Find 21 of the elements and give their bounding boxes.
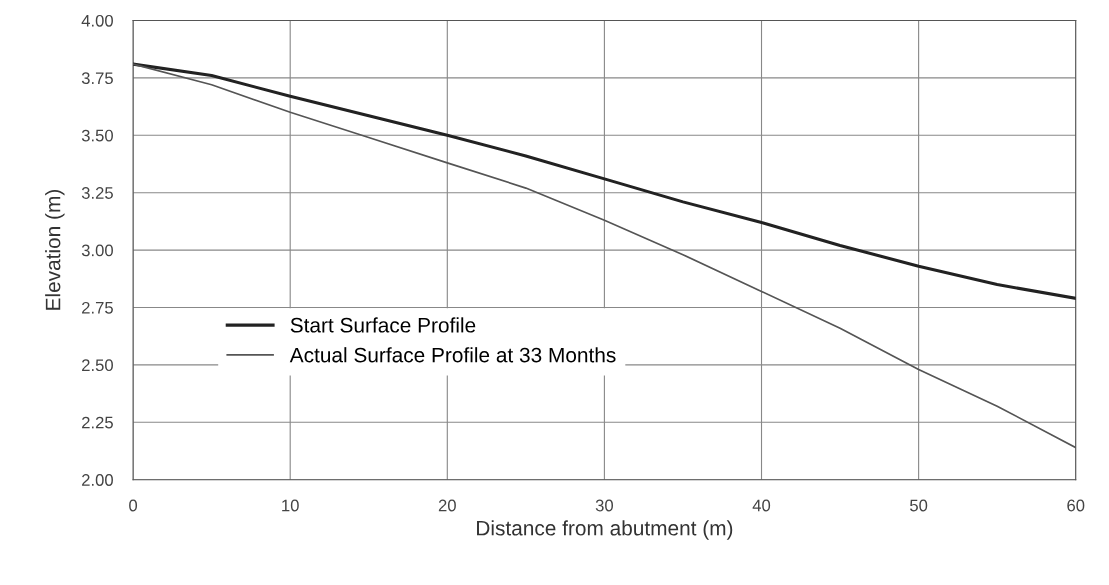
- y-tick-label: 3.25: [81, 187, 113, 199]
- x-tick-label: 20: [438, 499, 456, 512]
- x-axis-title: Distance from abutment (m): [477, 520, 733, 540]
- y-tick-label: 4.00: [81, 14, 113, 27]
- x-tick-label: 60: [1067, 499, 1085, 512]
- y-tick-label: 2.50: [82, 359, 113, 372]
- y-tick-label: 3.50: [81, 129, 113, 142]
- legend-label: Start Surface Profile: [290, 317, 476, 333]
- x-tick-label: 40: [752, 499, 771, 512]
- y-tick-label: 3.00: [81, 244, 113, 257]
- y-tick-label: 2.25: [82, 416, 113, 429]
- x-tick-label: 30: [595, 499, 614, 512]
- y-tick-label: 2.75: [82, 301, 113, 314]
- x-tick-label: 0: [129, 499, 138, 512]
- x-tick-label: 10: [282, 499, 299, 512]
- x-tick-label: 50: [910, 499, 928, 512]
- y-tick-label: 3.75: [81, 72, 113, 85]
- legend-label: Actual Surface Profile at 33 Months: [289, 347, 616, 363]
- line-series: [133, 62, 1076, 300]
- y-tick-label: 2.00: [82, 474, 113, 486]
- y-axis-title: Elevation (m): [45, 190, 65, 310]
